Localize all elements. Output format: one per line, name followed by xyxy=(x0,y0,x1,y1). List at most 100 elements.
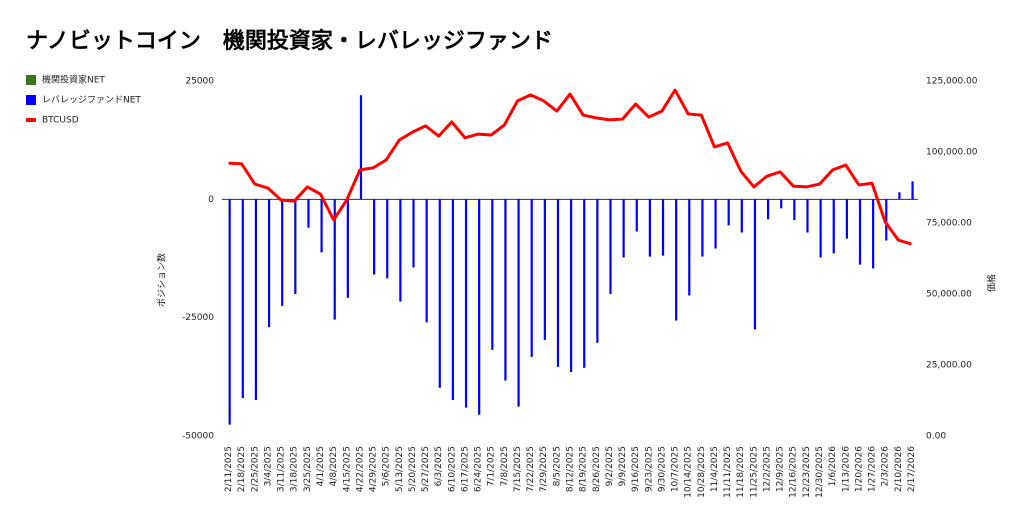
bar xyxy=(635,199,638,232)
bar xyxy=(399,199,402,302)
x-tick-label: 6/3/2025 xyxy=(434,446,444,486)
y2-tick-label: 75,000.00 xyxy=(926,219,972,229)
y-tick-label: 25000 xyxy=(185,77,214,87)
bar xyxy=(464,199,468,408)
bar xyxy=(858,199,862,265)
x-tick-label: 1/27/2026 xyxy=(868,446,878,492)
x-tick-label: 9/30/2025 xyxy=(657,446,667,492)
bar xyxy=(359,95,363,200)
bar xyxy=(570,199,573,373)
bar xyxy=(412,199,415,268)
bar xyxy=(307,199,310,228)
bar xyxy=(373,199,376,275)
bar xyxy=(517,199,520,407)
bar xyxy=(701,199,704,257)
bar xyxy=(254,199,258,401)
bar xyxy=(451,199,455,401)
x-tick-label: 11/18/2025 xyxy=(736,446,746,498)
x-tick-label: 2/25/2025 xyxy=(250,446,260,492)
x-tick-label: 8/12/2025 xyxy=(566,446,576,492)
x-tick-label: 11/4/2025 xyxy=(710,446,720,492)
x-tick-label: 8/26/2025 xyxy=(592,446,602,492)
x-tick-label: 4/8/2025 xyxy=(329,446,339,486)
x-tick-label: 5/20/2025 xyxy=(408,446,418,492)
bar xyxy=(478,199,481,415)
legend-label: 機関投資家NET xyxy=(42,74,105,86)
bar xyxy=(845,199,848,239)
x-tick-label: 5/27/2025 xyxy=(421,446,431,492)
x-tick-label: 6/17/2025 xyxy=(460,446,470,492)
bar xyxy=(281,199,284,306)
y2-tick-label: 0.00 xyxy=(926,432,946,442)
bar xyxy=(333,199,336,320)
line xyxy=(228,88,912,246)
bar xyxy=(504,199,507,381)
bar xyxy=(688,199,691,296)
legend-label: レバレッジファンドNET xyxy=(42,95,141,106)
bar xyxy=(596,199,599,343)
x-tick-label: 1/13/2026 xyxy=(841,446,851,492)
bar xyxy=(622,199,625,258)
y2-tick-label: 100,000.00 xyxy=(926,148,978,158)
bar xyxy=(425,199,428,323)
x-tick-label: 4/22/2025 xyxy=(355,446,365,492)
x-tick-label: 3/25/2025 xyxy=(303,446,313,492)
bar xyxy=(491,199,494,350)
bar xyxy=(675,199,678,321)
x-tick-label: 2/11/2025 xyxy=(224,446,234,492)
bar xyxy=(556,199,560,367)
bar xyxy=(386,199,389,279)
bar xyxy=(530,199,533,357)
bar xyxy=(609,199,612,294)
y2-axis-label: 価格 xyxy=(986,274,998,292)
x-tick-label: 12/23/2025 xyxy=(802,446,812,498)
x-tick-label: 7/29/2025 xyxy=(539,446,549,492)
bar xyxy=(832,199,835,254)
x-tick-label: 2/3/2026 xyxy=(881,446,891,487)
x-tick-label: 1/20/2026 xyxy=(854,446,864,492)
bar xyxy=(753,199,757,330)
x-tick-label: 7/8/2025 xyxy=(500,446,510,486)
x-tick-label: 12/2/2025 xyxy=(762,446,772,492)
x-tick-label: 4/15/2025 xyxy=(342,446,352,492)
x-tick-label: 7/15/2025 xyxy=(513,446,523,492)
bar xyxy=(911,181,914,200)
y2-tick-label: 25,000.00 xyxy=(926,361,972,371)
bar xyxy=(320,199,323,253)
bar xyxy=(727,199,730,226)
y2-tick-label: 125,000.00 xyxy=(926,77,978,87)
bar xyxy=(793,199,796,221)
x-tick-label: 4/1/2025 xyxy=(316,446,326,486)
bar xyxy=(661,199,665,256)
x-tick-label: 3/11/2025 xyxy=(277,446,287,492)
legend-swatch xyxy=(26,95,36,105)
x-tick-label: 9/23/2025 xyxy=(644,446,654,492)
legend-label: BTCUSD xyxy=(42,116,79,126)
x-tick-label: 7/22/2025 xyxy=(526,446,536,492)
bar xyxy=(228,199,231,425)
x-tick-label: 7/1/2025 xyxy=(487,446,497,486)
bar xyxy=(714,199,717,249)
x-tick-label: 2/18/2025 xyxy=(237,446,247,492)
bar xyxy=(740,199,743,233)
chart-title: ナノビットコイン 機関投資家・レバレッジファンド xyxy=(26,28,553,54)
bar xyxy=(819,199,822,258)
x-tick-label: 9/2/2025 xyxy=(605,446,615,486)
x-tick-label: 12/16/2025 xyxy=(789,446,799,498)
x-tick-label: 5/13/2025 xyxy=(395,446,405,492)
bar xyxy=(872,199,875,269)
x-tick-label: 11/25/2025 xyxy=(749,446,759,498)
bar xyxy=(583,199,586,368)
x-tick-label: 8/5/2025 xyxy=(552,446,562,486)
bar xyxy=(267,199,271,328)
y-axis-label: ポジション数 xyxy=(156,253,168,307)
x-tick-label: 5/6/2025 xyxy=(382,446,392,486)
bar xyxy=(806,199,809,233)
x-tick-label: 6/24/2025 xyxy=(474,446,484,492)
x-tick-label: 10/7/2025 xyxy=(671,446,681,492)
bar xyxy=(543,199,546,340)
x-tick-label: 11/11/2025 xyxy=(723,446,733,498)
x-tick-label: 4/29/2025 xyxy=(369,446,379,492)
y2-tick-label: 50,000.00 xyxy=(926,290,972,300)
